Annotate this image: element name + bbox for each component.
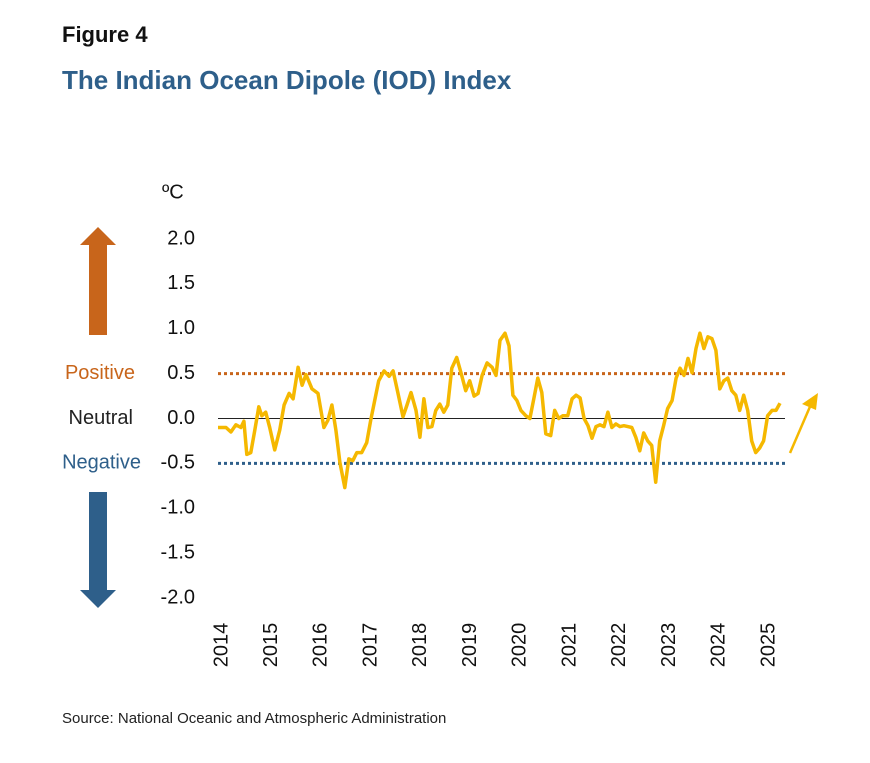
positive-arrow [80,227,116,335]
y-tick-label: 0.0 [167,407,195,429]
x-tick-label: 2020 [509,623,531,668]
chart-title: The Indian Ocean Dipole (IOD) Index [62,65,512,95]
x-tick-label: 2022 [608,623,630,668]
figure-label: Figure 4 [62,22,148,47]
y-tick-label: 2.0 [167,227,195,249]
y-tick-label: 1.5 [167,272,195,294]
x-tick-label: 2021 [558,623,580,668]
y-tick-label: 1.0 [167,317,195,339]
x-tick-label: 2014 [210,623,232,668]
y-tick-label: -2.0 [161,586,195,608]
x-tick-label: 2015 [260,623,282,668]
y-tick-label: -0.5 [161,452,195,474]
source: Source: National Oceanic and Atmospheric… [62,710,446,727]
y-tick-label: -1.0 [161,497,195,519]
y-tick-label: -1.5 [161,541,195,563]
reference-label: Positive [65,362,135,384]
x-tick-label: 2016 [310,623,332,668]
x-tick-label: 2018 [409,623,431,668]
reference-label: Neutral [69,407,133,429]
x-tick-label: 2023 [658,623,680,668]
y-tick-label: 0.5 [167,362,195,384]
trend-arrow [788,401,814,454]
reference-label: Negative [62,452,141,474]
iod-line [218,331,782,490]
x-tick-label: 2024 [708,623,730,668]
negative-arrow [80,492,116,608]
x-tick-label: 2025 [757,623,779,668]
y-unit: ºC [162,181,184,203]
trend-arrowhead [802,393,818,410]
x-tick-label: 2019 [459,623,481,668]
x-tick-label: 2017 [359,623,381,668]
